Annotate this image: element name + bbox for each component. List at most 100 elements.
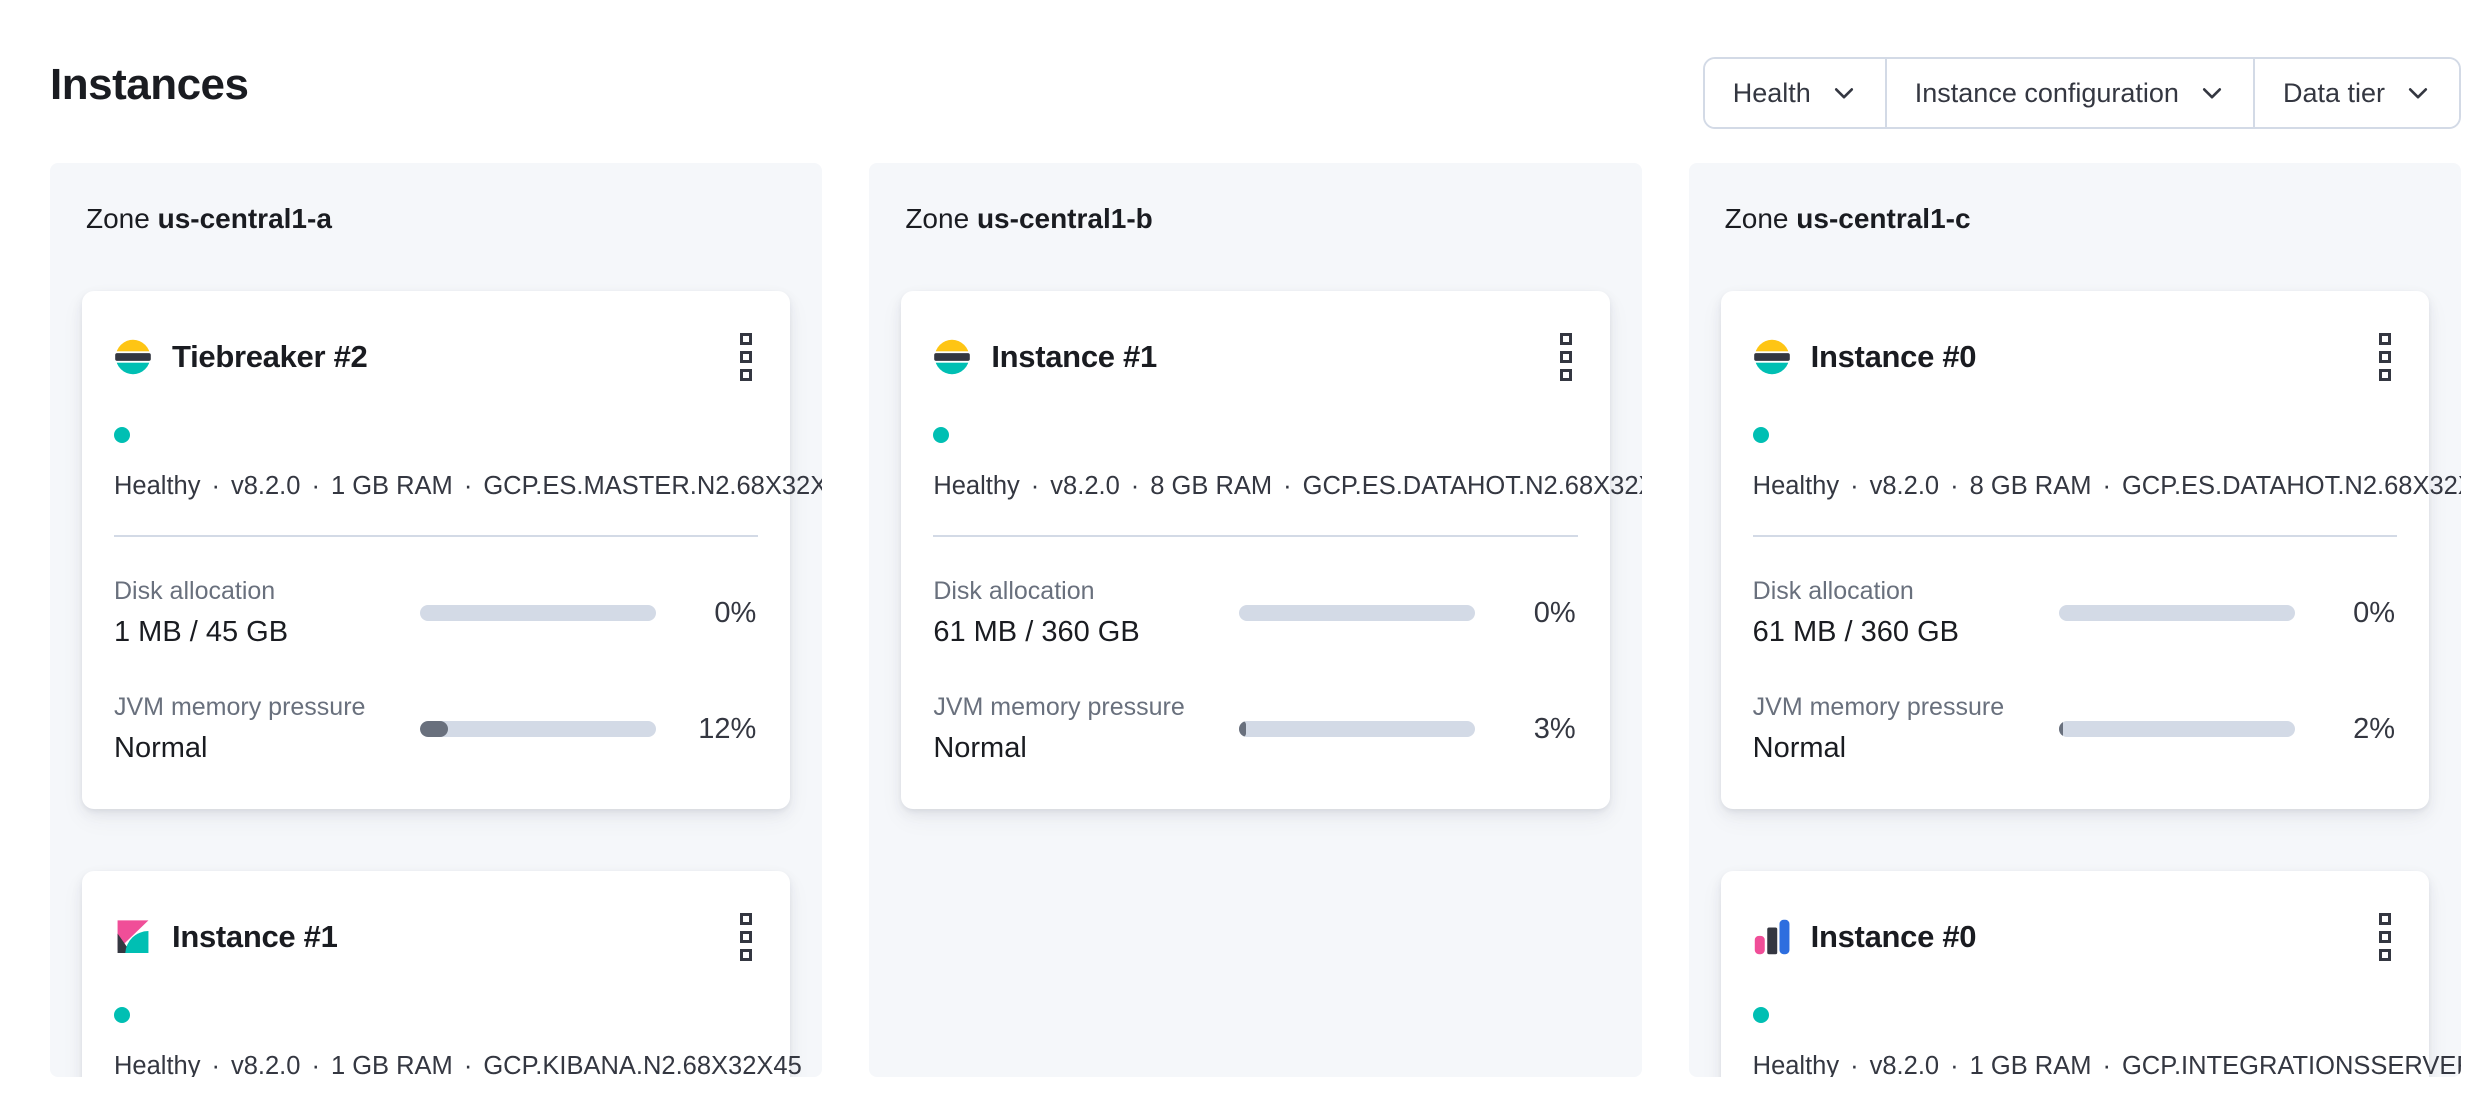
metric-row: JVM memory pressure Normal 12% (114, 693, 758, 765)
metric-label: Disk allocation (114, 577, 276, 605)
instance-status: Healthy · v8.2.0 · 8 GB RAM · GCP.ES.DATAHOT.N… (1752, 411, 2461, 511)
instance-title: Instance #1 (172, 919, 338, 954)
status-token: 1 GB RAM (330, 1052, 453, 1077)
zone-label: Zone (86, 203, 158, 234)
instance-title: Instance #0 (1810, 339, 1977, 374)
elasticsearch-logo-icon (1753, 338, 1791, 376)
status-separator: · (1950, 472, 1959, 500)
status-tokens: Healthy · v8.2.0 · 8 GB RAM · GCP.ES.DATAHOT.N… (933, 472, 1641, 500)
page-header: Instances Health Instance configuration … (0, 0, 2490, 163)
status-token: Healthy (933, 472, 1020, 500)
status-tokens: Healthy · v8.2.0 · 1 GB RAM · GCP.ES.MASTER.N2… (114, 472, 822, 500)
instance-card: Instance #0 Healthy · v8.2.0 · 8 GB RAM · GCP.… (1720, 291, 2461, 809)
status-token: GCP.KIBANA.N2.68X32X45 (483, 1052, 802, 1077)
integrations-server-logo-icon (1753, 918, 1791, 956)
status-token: 1 GB RAM (330, 472, 453, 500)
zone-name: us-central1-b (976, 203, 1153, 234)
zone-panel-us-central1-a: Zone us-central1-a Tiebreaker #2 Healthy… (50, 163, 823, 1077)
metric-row: JVM memory pressure Normal 2% (1753, 693, 2397, 765)
zone-cards: Tiebreaker #2 Healthy · v8.2.0 · 1 GB RAM · GC… (82, 291, 822, 1077)
instance-card: Instance #1 Healthy · v8.2.0 · 1 GB RAM · GCP.… (82, 871, 802, 1077)
metric-label: JVM memory pressure (1752, 693, 2005, 721)
filter-label: Health (1732, 77, 1811, 108)
metric-label: Disk allocation (933, 577, 1095, 605)
instance-menu-button[interactable] (734, 327, 758, 387)
progress-bar (420, 605, 656, 621)
filter-group: Health Instance configuration Data tier (1702, 57, 2461, 129)
status-separator: · (1850, 472, 1859, 500)
status-token: GCP.ES.DATAHOT.N2.68X32X45 (2121, 472, 2461, 500)
progress-bar-fill (2058, 721, 2064, 737)
zone-label: Zone (905, 203, 977, 234)
health-dot-icon (933, 427, 950, 443)
status-token: v8.2.0 (230, 1052, 301, 1077)
boxes-vertical-icon (1559, 333, 1572, 381)
status-token: Healthy (114, 1052, 201, 1077)
status-separator: · (211, 472, 220, 500)
metric-label: Disk allocation (1752, 577, 1914, 605)
status-separator: · (463, 1052, 473, 1077)
zone-cards: Instance #1 Healthy · v8.2.0 · 8 GB RAM · GCP.… (901, 291, 1642, 809)
status-separator: · (1283, 472, 1292, 500)
status-token: Healthy (1752, 472, 1840, 500)
zone-panel-us-central1-c: Zone us-central1-c Instance #0 Healthy · v… (1688, 163, 2461, 1077)
instance-title: Instance #1 (991, 339, 1157, 374)
status-token: 8 GB RAM (1969, 472, 2092, 500)
health-dot-icon (114, 427, 130, 443)
status-token: Healthy (114, 472, 201, 500)
page-title: Instances (50, 60, 249, 109)
status-token: v8.2.0 (1869, 472, 1940, 500)
instance-status: Healthy · v8.2.0 · 1 GB RAM · GCP.KIBANA.N2.68… (114, 991, 802, 1077)
status-token: v8.2.0 (1869, 1052, 1940, 1077)
status-separator: · (1850, 1052, 1859, 1077)
divider (933, 535, 1578, 537)
status-token: Healthy (1752, 1052, 1840, 1077)
metric-percent: 12% (698, 712, 757, 745)
filter-button-health[interactable]: Health (1704, 59, 1887, 127)
progress-bar (420, 721, 656, 737)
metric-percent: 0% (2353, 596, 2395, 629)
filter-label: Data tier (2282, 77, 2385, 108)
card-header: Instance #0 (1753, 907, 2397, 967)
divider (1752, 535, 2397, 537)
metric-percent: 0% (1533, 596, 1576, 629)
instance-menu-button[interactable] (1554, 327, 1578, 387)
instance-menu-button[interactable] (2373, 907, 2397, 967)
metric-percent: 3% (1533, 712, 1576, 745)
status-separator: · (311, 472, 320, 500)
chevron-down-icon (2202, 88, 2222, 99)
kibana-logo-icon (114, 918, 152, 956)
health-dot-icon (114, 1007, 130, 1023)
zone-title: Zone us-central1-a (86, 203, 790, 235)
card-header: Instance #0 (1753, 327, 2397, 387)
filter-button-instance-configuration[interactable]: Instance configuration (1886, 59, 2255, 127)
zone-label: Zone (1724, 203, 1797, 234)
health-dot-icon (1752, 1007, 1769, 1023)
filter-button-data-tier[interactable]: Data tier (2254, 59, 2459, 127)
instance-card: Instance #0 Healthy · v8.2.0 · 1 GB RAM · GCP.… (1720, 871, 2461, 1077)
metric-row: Disk allocation 61 MB / 360 GB 0% (1753, 577, 2397, 649)
instance-menu-button[interactable] (734, 907, 758, 967)
chevron-down-icon (1834, 88, 1853, 99)
instance-card: Tiebreaker #2 Healthy · v8.2.0 · 1 GB RAM · GC… (82, 291, 822, 809)
metric-percent: 2% (2353, 712, 2395, 745)
status-separator: · (1030, 472, 1040, 500)
metrics: Disk allocation 1 MB / 45 GB 0% JVM memo… (114, 537, 758, 765)
chevron-down-icon (2408, 88, 2428, 99)
boxes-vertical-icon (2378, 333, 2391, 381)
zone-title: Zone us-central1-b (905, 203, 1609, 235)
metric-value: 61 MB / 360 GB (1752, 616, 1959, 648)
status-separator: · (1950, 1052, 1959, 1077)
instance-status: Healthy · v8.2.0 · 1 GB RAM · GCP.INTEGRATIONS… (1752, 991, 2461, 1077)
status-separator: · (2102, 472, 2111, 500)
metric-percent: 0% (714, 596, 757, 629)
instance-status: Healthy · v8.2.0 · 8 GB RAM · GCP.ES.DATAHOT.N… (933, 411, 1642, 511)
status-token: v8.2.0 (230, 472, 301, 500)
metric-value: Normal (933, 732, 1027, 764)
instance-status: Healthy · v8.2.0 · 1 GB RAM · GCP.ES.MASTER.N2… (114, 411, 822, 511)
health-dot-icon (1752, 427, 1769, 443)
metric-value: Normal (1752, 732, 1847, 764)
elasticsearch-logo-icon (114, 338, 152, 376)
instance-menu-button[interactable] (2373, 327, 2397, 387)
card-header: Instance #1 (114, 907, 758, 967)
